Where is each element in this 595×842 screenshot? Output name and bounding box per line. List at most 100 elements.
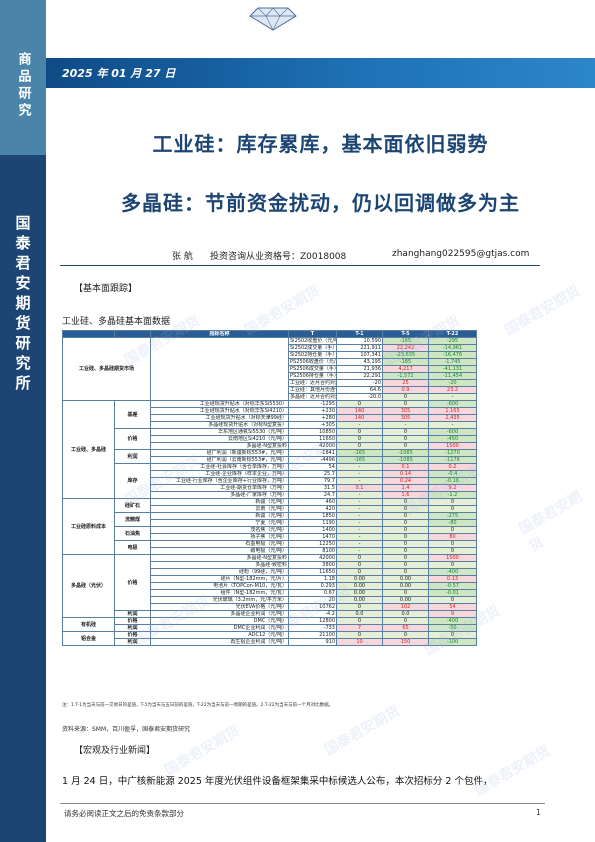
value-cell: 11650 [288, 568, 337, 576]
indicator-name-cell: 多晶硅-厂家库存（万吨） [150, 491, 289, 499]
change-cell: - [382, 421, 429, 429]
value-cell: 910 [288, 638, 337, 646]
value-cell: +280 [288, 414, 337, 422]
change-cell: -16,476 [428, 351, 477, 359]
change-cell: 0 [428, 547, 477, 555]
table-row: 云南地区Si4210（元/吨） 11650 0 0 -450 [63, 435, 477, 443]
category-cell: 有机硅 [62, 617, 115, 632]
change-cell: -1176 [428, 456, 477, 464]
subcategory-cell: 洗精煤 [114, 512, 151, 527]
change-cell: 0 [382, 631, 429, 639]
table-row: 硅片（N型-182mm，元/片） 1.18 0.00 0.00 0.13 [63, 575, 477, 583]
news-paragraph: 1 月 24 日，中广核新能源 2025 年度光伏组件设备框架集采中标候选人公布… [62, 776, 493, 787]
indicator-name-cell: 硅粉（99硅，元/吨） [150, 568, 289, 576]
change-cell: 0.2 [428, 463, 477, 471]
change-cell: 0 [382, 435, 429, 443]
data-source: 资料来源：SMM，百川盈孚，国泰君安期货研究 [62, 726, 191, 733]
change-cell: -80 [428, 519, 477, 527]
change-cell: 0 [336, 568, 383, 576]
change-cell: 0 [336, 603, 383, 611]
change-cell: 150 [382, 638, 429, 646]
value-cell: 64.6 [336, 386, 383, 394]
author-email[interactable]: zhanghang022595@gtjas.com [392, 249, 530, 259]
change-cell: 0 [382, 561, 429, 569]
table-header-cell: T-5 [382, 330, 429, 338]
table-row: 光伏玻璃（3.2mm，元/平方米） 20 0.00 0.00 0 [63, 596, 477, 604]
indicator-name-cell: 多晶硅现货升贴水（对标N型复投） [150, 421, 289, 429]
value-cell: 31.5 [288, 484, 337, 492]
change-cell: 0.00 [382, 575, 429, 583]
change-cell: - [336, 477, 383, 485]
indicator-name-cell: 工业硅-社会库存（含仓单库存，万吨） [150, 463, 289, 471]
sidebar-category-label: 商品研究 [15, 52, 31, 120]
sidebar-category: 商品研究 [0, 0, 46, 155]
value-cell: 107,341 [336, 351, 383, 359]
table-row: 利润 DMC企业利润（元/吨） -733 7 65 -50 [63, 624, 477, 632]
table-row: 利润 多晶硅企业利润（元/吨） -4.2 0.0 0.0 9 [63, 610, 477, 618]
value-cell: 25.7 [288, 470, 337, 478]
change-cell: -1085 [382, 456, 429, 464]
table-row: 工业硅、多晶硅 基差 工业硅现货升贴水（对标华东Si5530） -1295 0 0 -600 [62, 400, 477, 499]
value-cell: 420 [288, 505, 337, 513]
subcategory-cell: 硅矿石 [114, 498, 151, 513]
change-cell: -165 [382, 337, 429, 345]
change-cell: -0.01 [428, 589, 477, 597]
table-row: 价格 华东地区通氧Si5530（元/吨） 10850 0 0 -600 [63, 428, 477, 450]
change-cell: -400 [428, 617, 477, 625]
change-cell: 0 [382, 442, 429, 450]
change-cell: 1500 [428, 442, 477, 450]
change-cell: 0 [382, 428, 429, 436]
subcategory-cell: 价格 [114, 617, 151, 625]
table-header-cell: T-1 [336, 330, 383, 338]
change-cell: - [336, 421, 383, 429]
indicator-name-cell: 硅厂利润（新疆新标553#，元/吨） [150, 449, 289, 457]
change-cell: - [336, 505, 383, 513]
table-row: 洗精煤 新疆（元/吨） 1850-0 -275 [63, 512, 477, 527]
change-cell: 0 [382, 554, 429, 562]
change-cell: 1,165 [428, 407, 477, 415]
table-row: 多晶硅-N型复投料 42000 0 0 1500 [63, 442, 477, 450]
change-cell: 0 [382, 589, 429, 597]
value-cell: 1470 [288, 533, 337, 541]
change-cell: 1.6 [382, 491, 429, 499]
change-cell: 0.24 [382, 477, 429, 485]
indicator-name-cell: 工业硅-期货仓单库存（万吨） [150, 484, 289, 492]
change-cell: 0.14 [382, 470, 429, 478]
subcategory-cell: 石油焦 [114, 526, 151, 541]
change-cell: 65 [382, 624, 429, 632]
change-cell: 305 [382, 414, 429, 422]
change-cell: -1270 [428, 449, 477, 457]
indicator-name-cell: 工业硅-企业库存（样本企业，万吨） [150, 470, 289, 478]
change-cell: 0 [336, 617, 383, 625]
indicator-name-cell: 多晶硅：近月合约对连一价差（元/吨） [288, 393, 337, 401]
category-cell: 工业硅、多晶硅 [62, 400, 115, 499]
change-cell: 80 [428, 533, 477, 541]
change-cell: 10 [336, 638, 383, 646]
author-divider [60, 265, 540, 266]
value-cell: -733 [288, 624, 337, 632]
value-cell: -4.2 [288, 610, 337, 618]
change-cell: -100 [428, 638, 477, 646]
value-cell: 43,195 [336, 358, 383, 366]
value-cell: 8100 [288, 547, 337, 555]
change-cell: -185 [382, 358, 429, 366]
change-cell: 0.0 [382, 610, 429, 618]
indicator-name-cell: 工业硅现货升贴水（对标华东Si4210） [150, 407, 289, 415]
indicator-name-cell: 扬子焦（元/吨） [150, 533, 289, 541]
value-cell: -1841 [288, 449, 337, 457]
subcategory-cell: 利润 [114, 449, 151, 464]
change-cell: 0 [336, 428, 383, 436]
change-cell: 7 [336, 624, 383, 632]
watermark: 国泰君安期货 [516, 489, 586, 556]
value-cell: -1295 [288, 400, 337, 408]
change-cell: 0.9 [382, 386, 429, 394]
change-cell: -600 [428, 428, 477, 436]
value-cell: +230 [288, 407, 337, 415]
value-cell: 12800 [288, 617, 337, 625]
change-cell: 102 [382, 603, 429, 611]
indicator-name-cell: 宁夏（元/吨） [150, 519, 289, 527]
change-cell: 0 [428, 631, 477, 639]
subcategory-cell: 库存 [114, 463, 151, 499]
subcategory-cell: 电极 [114, 540, 151, 555]
change-cell: 0 [382, 547, 429, 555]
